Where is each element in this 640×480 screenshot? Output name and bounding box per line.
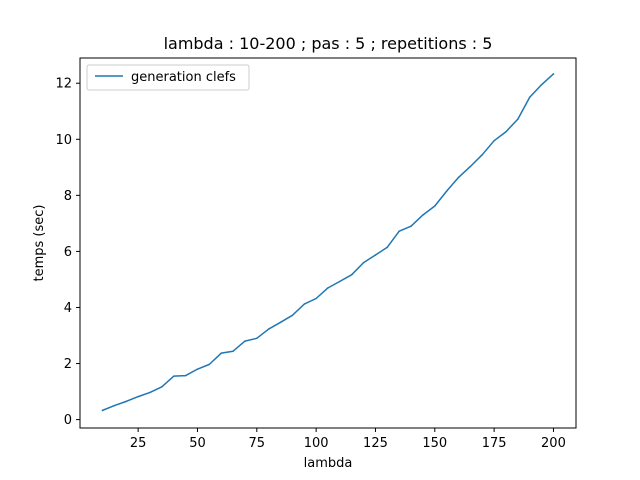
series-point: [410, 225, 412, 227]
series-point: [493, 139, 495, 142]
series-point: [386, 246, 389, 248]
x-tick-label: 150: [422, 436, 447, 451]
series-point: [125, 400, 128, 403]
x-tick-label: 75: [249, 436, 266, 451]
series-point: [505, 130, 507, 133]
series-point: [327, 287, 329, 289]
series-point: [303, 303, 306, 305]
series-point: [244, 340, 246, 342]
plot-frame: [79, 57, 577, 429]
series-point: [517, 118, 519, 120]
series-point: [267, 328, 270, 330]
series-point: [172, 375, 175, 377]
x-tick-label: 125: [363, 436, 388, 451]
series-point: [374, 254, 377, 256]
y-tick-label: 2: [64, 357, 72, 372]
series-point: [279, 321, 282, 324]
legend: generation clefs: [86, 64, 250, 91]
x-tick-label: 50: [189, 436, 206, 451]
series-point: [256, 337, 258, 340]
x-tick-label: 175: [482, 436, 507, 451]
x-tick-label: 100: [304, 436, 329, 451]
y-tick-label: 8: [64, 189, 72, 204]
series-point: [552, 73, 555, 75]
series-point: [434, 205, 436, 207]
series-point: [184, 374, 187, 377]
series-point: [220, 352, 222, 354]
plot-area: [79, 57, 577, 429]
y-axis: 0 2 4 6 8 10 12: [55, 77, 80, 428]
series-line-generation-clefs: [101, 72, 555, 412]
x-axis: 25 50 75 100 125 150 175 200: [130, 428, 566, 451]
series-point: [161, 386, 163, 388]
series-point: [350, 273, 353, 276]
y-axis-title: temps (sec): [32, 205, 47, 282]
series-point: [540, 83, 543, 86]
series-point: [137, 395, 139, 398]
series-point: [339, 280, 341, 283]
y-tick-label: 4: [64, 301, 72, 316]
y-tick-label: 10: [55, 133, 72, 148]
y-tick-label: 0: [64, 413, 72, 428]
legend-label: generation clefs: [131, 70, 236, 85]
series-point: [422, 214, 424, 216]
chart-title: lambda : 10-200 ; pas : 5 ; repetitions …: [164, 34, 493, 53]
x-tick-label: 200: [541, 436, 566, 451]
series-layer: [101, 72, 555, 412]
series-point: [457, 176, 460, 179]
series-point: [469, 165, 472, 168]
x-axis-title: lambda: [304, 456, 353, 471]
series-point: [362, 261, 365, 264]
legend-box: [86, 64, 250, 91]
y-tick-label: 12: [55, 77, 72, 92]
series-point: [445, 190, 448, 192]
series-point: [113, 404, 116, 407]
series-point: [398, 230, 400, 232]
series-point: [528, 96, 531, 98]
series-point: [101, 409, 104, 412]
x-tick-label: 25: [130, 436, 147, 451]
series-point: [315, 297, 317, 300]
series-point: [196, 368, 199, 370]
y-tick-label: 6: [64, 245, 72, 260]
series-point: [291, 314, 294, 317]
series-point: [149, 391, 151, 394]
series-point: [481, 153, 484, 156]
series-point: [208, 363, 211, 366]
series-point: [232, 350, 234, 352]
